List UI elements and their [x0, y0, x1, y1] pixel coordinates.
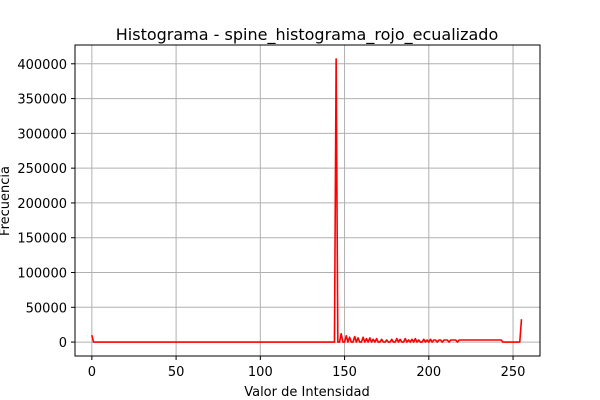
x-axis-label: Valor de Intensidad	[244, 385, 370, 400]
plot-frame	[74, 44, 541, 357]
y-axis-label: Frecuencia	[0, 166, 13, 236]
histogram-line	[91, 58, 523, 343]
x-tick-label: 100	[248, 365, 273, 380]
series-layer	[91, 58, 523, 343]
y-tick-label: 0	[59, 336, 67, 351]
tick-layer: 0 50 100 150 200 250 0 50000 100000 150000 200000 2…	[17, 58, 525, 380]
y-tick-label: 250000	[17, 162, 67, 177]
x-tick-label: 200	[416, 365, 441, 380]
y-tick-label: 150000	[17, 232, 67, 247]
x-tick-label: 250	[501, 365, 526, 380]
y-tick-label: 400000	[17, 58, 67, 73]
x-tick-label: 50	[168, 365, 185, 380]
x-tick-label: 0	[88, 365, 96, 380]
y-tick-label: 300000	[17, 127, 67, 142]
y-tick-label: 100000	[17, 267, 67, 282]
grid-layer	[75, 45, 540, 356]
x-tick-label: 150	[332, 365, 357, 380]
chart-title: Histograma - spine_histograma_rojo_ecual…	[116, 25, 498, 45]
y-tick-label: 350000	[17, 93, 67, 108]
y-tick-label: 200000	[17, 197, 67, 212]
y-tick-label: 50000	[26, 301, 67, 316]
